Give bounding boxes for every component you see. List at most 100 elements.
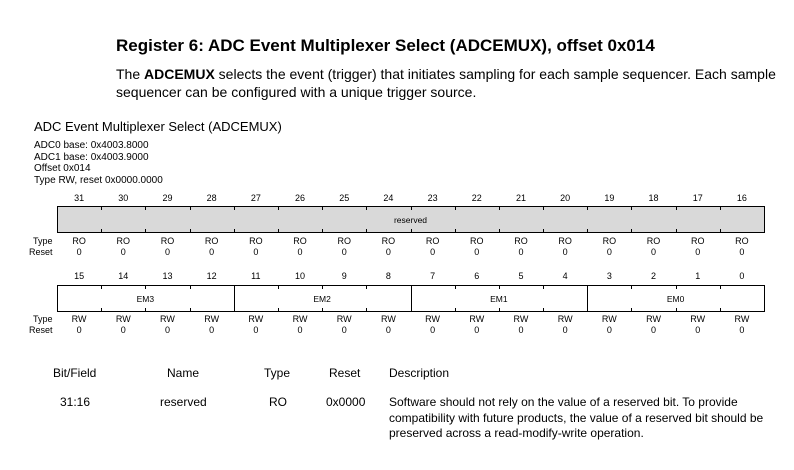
bit-tick-top	[454, 285, 456, 289]
bit-number: 21	[515, 193, 526, 203]
bit-reset: 0	[76, 247, 82, 257]
bit-reset: 0	[518, 325, 524, 335]
bit-tick-bottom	[498, 308, 500, 312]
bit-type: RO	[558, 236, 572, 246]
bit-reset: 0	[385, 247, 391, 257]
bit-tick-top	[145, 285, 147, 289]
bit-type: RW	[336, 314, 352, 324]
bit-tick-bottom	[322, 308, 324, 312]
bit-number: 19	[604, 193, 615, 203]
bit-number: 23	[427, 193, 438, 203]
bit-type: RO	[116, 236, 131, 246]
bit-tick-top	[543, 285, 545, 289]
bit-tick-top	[631, 206, 633, 210]
bit-number: 18	[648, 193, 659, 203]
figure-title: ADC Event Multiplexer Select (ADCEMUX)	[34, 119, 282, 134]
bit-tick-top	[277, 206, 279, 210]
bit-tick-top	[189, 285, 191, 289]
table-header-description: Description	[389, 366, 450, 380]
bit-tick-bottom	[719, 229, 721, 233]
bit-reset: 0	[76, 325, 82, 335]
bit-tick-bottom	[454, 229, 456, 233]
bit-type: RO	[470, 236, 484, 246]
row-label-reset: Reset	[29, 325, 53, 335]
bit-tick-bottom	[189, 229, 191, 233]
field-label-reserved: reserved	[393, 215, 428, 225]
field-label-em3: EM3	[136, 294, 155, 304]
bit-tick-top	[322, 285, 324, 289]
intro-text-end: selects the event (trigger) that initiat…	[116, 66, 776, 100]
bit-number: 13	[162, 271, 173, 281]
bit-tick-bottom	[101, 308, 103, 312]
table-header-bitfield: Bit/Field	[53, 366, 97, 380]
bit-tick-bottom	[675, 229, 677, 233]
bit-reset: 0	[164, 325, 170, 335]
bit-type: RO	[735, 236, 749, 246]
bit-tick-bottom	[189, 308, 191, 312]
register-intro: The ADCEMUX selects the event (trigger) …	[116, 65, 776, 101]
bit-tick-top	[498, 285, 500, 289]
bit-type: RO	[514, 236, 528, 246]
bit-number: 24	[383, 193, 394, 203]
bit-number: 2	[651, 271, 657, 281]
bit-number: 1	[695, 271, 701, 281]
bit-tick-top	[675, 285, 677, 289]
bit-type: RW	[425, 314, 441, 324]
row-label-reset: Reset	[29, 247, 53, 257]
bit-number: 20	[560, 193, 571, 203]
bit-tick-bottom	[410, 229, 412, 233]
bit-tick-top	[498, 206, 500, 210]
bit-reset: 0	[297, 247, 303, 257]
bit-number: 4	[562, 271, 568, 281]
bit-tick-bottom	[631, 308, 633, 312]
bit-reset: 0	[562, 247, 568, 257]
bit-tick-bottom	[233, 229, 235, 233]
bit-tick-bottom	[675, 308, 677, 312]
bit-reset: 0	[341, 325, 347, 335]
bit-type: RW	[71, 314, 87, 324]
bit-number: 27	[250, 193, 261, 203]
bit-tick-top	[719, 285, 721, 289]
bit-type: RW	[115, 314, 131, 324]
bit-tick-bottom	[543, 229, 545, 233]
bit-type: RW	[690, 314, 706, 324]
meta-line-adc0-base: ADC0 base: 0x4003.8000	[34, 140, 149, 151]
bit-reset: 0	[120, 247, 126, 257]
bit-type: RO	[337, 236, 351, 246]
field-label-em1: EM1	[490, 294, 508, 304]
bit-reset: 0	[695, 325, 701, 335]
bit-tick-top	[587, 206, 589, 210]
bit-reset: 0	[695, 247, 701, 257]
bit-tick-bottom	[454, 308, 456, 312]
bit-reset: 0	[209, 325, 215, 335]
bit-type: RW	[292, 314, 308, 324]
bit-type: RW	[469, 314, 485, 324]
bit-reset: 0	[385, 325, 391, 335]
bit-number: 15	[74, 271, 85, 281]
bit-number: 14	[118, 271, 129, 281]
bit-type: RO	[204, 236, 219, 246]
field-box-em1	[410, 285, 589, 312]
intro-text-start: The	[116, 66, 145, 82]
row-label-type: Type	[33, 236, 53, 246]
bit-reset: 0	[430, 247, 436, 257]
bit-tick-top	[145, 206, 147, 210]
table-cell-name: reserved	[160, 395, 207, 409]
bit-reset: 0	[739, 325, 745, 335]
bit-number: 25	[339, 193, 350, 203]
bit-type: RO	[646, 236, 661, 246]
bit-reset: 0	[253, 247, 259, 257]
bit-tick-top	[101, 285, 103, 289]
intro-register-name: ADCEMUX	[144, 66, 215, 82]
table-cell-bitfield: 31:16	[60, 395, 91, 409]
bit-tick-top	[366, 285, 368, 289]
bit-number: 12	[206, 271, 217, 281]
bit-number: 3	[606, 271, 612, 281]
bit-tick-top	[454, 206, 456, 210]
bit-reset: 0	[474, 325, 480, 335]
bit-reset: 0	[606, 247, 612, 257]
bit-number: 10	[295, 271, 306, 281]
bit-tick-top	[675, 206, 677, 210]
bit-reset: 0	[651, 247, 657, 257]
